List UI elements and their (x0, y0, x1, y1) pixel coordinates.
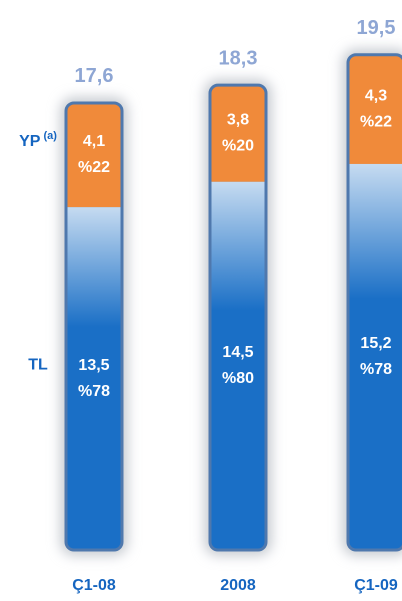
share-label: %22 (360, 114, 392, 131)
bar-segment (66, 102, 122, 208)
bar-group (348, 54, 402, 550)
legend-label: YP (a) (19, 130, 57, 150)
value-label: 4,3 (365, 88, 387, 105)
legend-label: TL (28, 357, 48, 374)
x-tick-label: Ç1-08 (72, 577, 116, 594)
share-label: %22 (78, 159, 110, 176)
total-label: 18,3 (219, 47, 258, 69)
value-label: 3,8 (227, 112, 249, 129)
total-label: 17,6 (75, 65, 114, 87)
legend-name: YP (19, 133, 41, 150)
share-label: %80 (222, 370, 254, 387)
value-label: 15,2 (360, 335, 391, 352)
value-label: 14,5 (222, 344, 253, 361)
bar-frame (208, 83, 268, 552)
x-tick-label: 2008 (220, 577, 256, 594)
bar-highlight (66, 207, 122, 328)
bar-segment (348, 54, 402, 164)
legend-note: (a) (43, 130, 57, 142)
total-label: 19,5 (357, 17, 396, 39)
value-label: 13,5 (78, 357, 109, 374)
bar-highlight (348, 163, 402, 300)
bar-group (66, 102, 122, 550)
bar-highlight (210, 181, 266, 311)
legend-name: TL (28, 357, 48, 374)
value-label: 4,1 (83, 133, 105, 150)
bar-segment (210, 85, 266, 182)
share-label: %78 (78, 383, 110, 400)
bar-frame (64, 101, 124, 552)
share-label: %78 (360, 361, 392, 378)
bar-group (210, 85, 266, 550)
x-tick-label: Ç1-09 (354, 577, 398, 594)
bar-frame (346, 53, 402, 552)
share-label: %20 (222, 138, 254, 155)
